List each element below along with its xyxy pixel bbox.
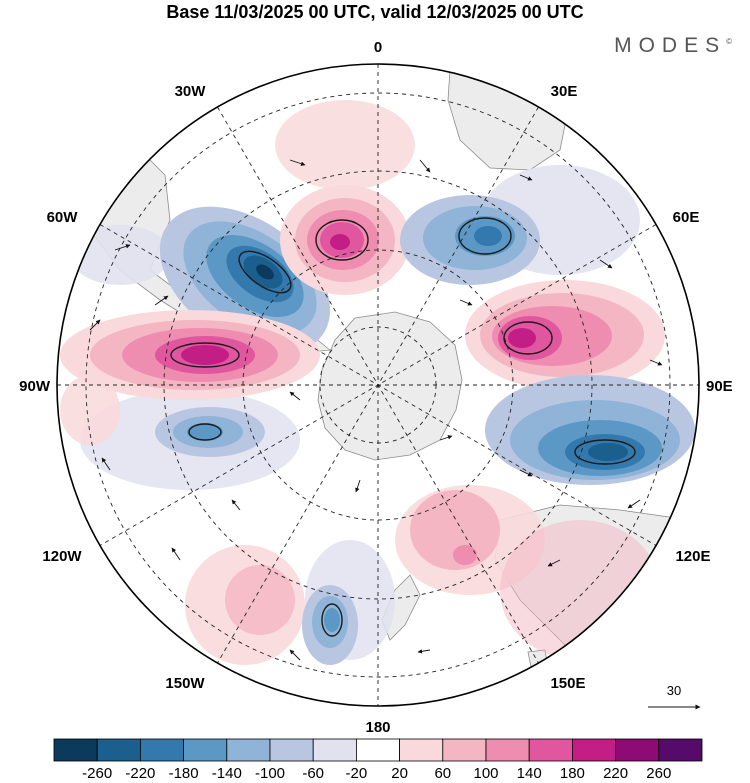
pink-anomaly-far-west	[60, 375, 120, 445]
pink-anomaly-far-southeast	[500, 520, 660, 660]
map-disk	[57, 64, 699, 706]
graticule	[57, 64, 699, 706]
lon-label-30e: 30E	[551, 83, 578, 100]
colorbar-swatch	[658, 738, 703, 762]
colorbar-swatch	[226, 738, 271, 762]
anomaly-field	[60, 100, 695, 665]
colorbar-tick-label: 20	[391, 765, 408, 782]
colorbar-swatch	[355, 738, 400, 762]
colorbar-tick-label: 100	[473, 765, 498, 782]
colorbar-swatch	[312, 738, 357, 762]
colorbar-swatch	[96, 738, 141, 762]
colorbar-tick-label: -180	[169, 765, 199, 782]
colorbar-tick-label: 260	[646, 765, 671, 782]
colorbar-swatch	[399, 738, 444, 762]
colorbar-tick-label: 220	[603, 765, 628, 782]
colorbar-tick-label: -220	[125, 765, 155, 782]
lon-label-180: 180	[365, 719, 390, 736]
colorbar-swatch	[139, 738, 184, 762]
colorbar-swatch	[183, 738, 228, 762]
colorbar-tick-label: 140	[517, 765, 542, 782]
colorbar-swatch	[269, 738, 314, 762]
modes-logo: MODES©	[614, 34, 732, 58]
copyright-mark: ©	[726, 37, 732, 46]
lon-label-60e: 60E	[673, 209, 700, 226]
lavender-anomaly-west	[70, 225, 170, 285]
colorbar-tick-label: 60	[434, 765, 451, 782]
lon-label-120e: 120E	[675, 548, 710, 565]
colorbar-swatch	[442, 738, 487, 762]
map-boundary	[56, 63, 700, 707]
colorbar-swatch	[528, 738, 573, 762]
colorbar-tick-label: 180	[560, 765, 585, 782]
wind-vectors	[89, 159, 663, 661]
map-title: Base 11/03/2025 00 UTC, valid 12/03/2025…	[166, 2, 584, 22]
lon-label-120w: 120W	[42, 548, 82, 565]
lon-label-150e: 150E	[550, 675, 585, 692]
colorbar-tick-label: -140	[212, 765, 242, 782]
brand-text: MODES	[614, 34, 727, 57]
colorbar-swatch	[615, 738, 660, 762]
lon-label-90w: 90W	[19, 378, 51, 395]
colorbar-tick-label: -260	[82, 765, 112, 782]
colorbar-tick-label: -60	[302, 765, 324, 782]
colorbar-tick-label: -100	[255, 765, 285, 782]
lon-label-90e: 90E	[706, 378, 733, 395]
tasmania	[527, 649, 549, 673]
reference-vector-label: 30	[667, 683, 681, 698]
lon-label-0: 0	[374, 39, 382, 56]
lon-label-150w: 150W	[165, 675, 205, 692]
colorbar-swatch	[53, 738, 98, 762]
pink-anomaly-zero-meridian	[275, 100, 415, 190]
colorbar-tick-label: -20	[346, 765, 368, 782]
contour-lines	[170, 217, 636, 637]
colorbar-swatch	[572, 738, 617, 762]
lon-label-30w: 30W	[175, 83, 207, 100]
lon-label-60w: 60W	[47, 209, 79, 226]
colorbar: -260 -220 -180 -140 -100 -60 -20 20 60 100 140 180 2…	[53, 738, 703, 782]
colorbar-swatch	[485, 738, 530, 762]
